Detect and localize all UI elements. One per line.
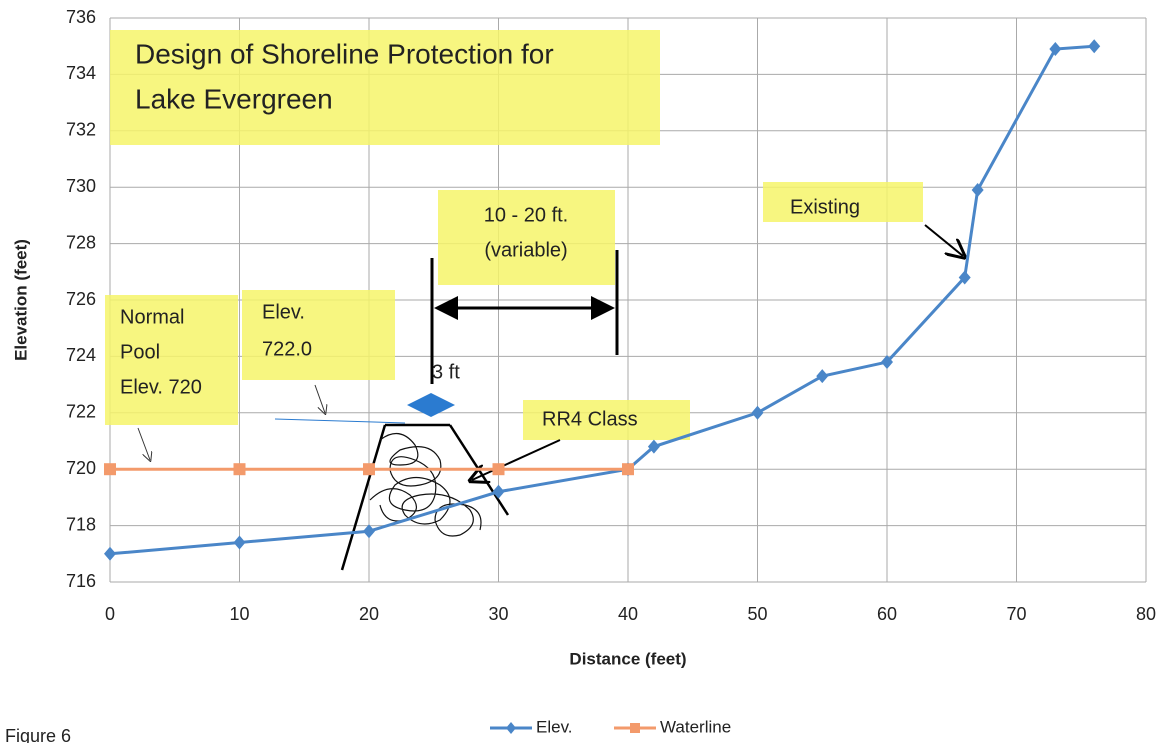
marker xyxy=(1088,39,1101,54)
annotation-box xyxy=(110,30,660,145)
legend-label: Waterline xyxy=(660,717,731,736)
annotation-box xyxy=(438,190,615,285)
y-tick-label: 734 xyxy=(66,63,96,83)
y-tick-label: 722 xyxy=(66,402,96,422)
marker xyxy=(233,535,246,550)
annotation-box xyxy=(242,290,395,380)
annotation: 722.0 xyxy=(262,338,312,360)
marker xyxy=(971,183,984,198)
marker xyxy=(1049,42,1062,57)
y-tick-label: 732 xyxy=(66,120,96,140)
x-axis-title: Distance (feet) xyxy=(569,649,686,668)
annotation: Pool xyxy=(120,341,160,363)
annotation: (variable) xyxy=(484,239,567,261)
annotation: Design of Shoreline Protection for xyxy=(135,38,554,69)
annotation-boxes xyxy=(105,30,923,440)
y-tick-label: 728 xyxy=(66,232,96,252)
marker xyxy=(492,484,505,499)
x-tick-label: 80 xyxy=(1136,604,1156,624)
marker xyxy=(363,524,375,539)
x-tick-label: 30 xyxy=(488,604,508,624)
legend-label: Elev. xyxy=(536,717,573,736)
y-tick-label: 724 xyxy=(66,345,96,365)
marker xyxy=(622,463,634,476)
x-tick-label: 0 xyxy=(105,604,115,624)
y-tick-label: 730 xyxy=(66,176,96,196)
marker xyxy=(233,463,246,476)
annotation-box xyxy=(763,182,923,222)
annotation: Elev. 720 xyxy=(120,376,202,398)
marker xyxy=(647,439,660,454)
caption: Figure 6 xyxy=(5,726,71,743)
annotation: Lake Evergreen xyxy=(135,83,333,114)
marker xyxy=(881,355,893,370)
x-tick-label: 10 xyxy=(229,604,249,624)
annotation: 10 - 20 ft. xyxy=(484,204,569,226)
legend-marker xyxy=(506,722,516,734)
x-tick-label: 50 xyxy=(747,604,767,624)
y-axis-title: Elevation (feet) xyxy=(11,239,30,361)
marker xyxy=(958,270,971,285)
annotation: Existing xyxy=(790,196,860,218)
y-tick-label: 736 xyxy=(66,7,96,27)
x-tick-label: 20 xyxy=(359,604,379,624)
annotation-box xyxy=(105,295,238,425)
x-tick-label: 60 xyxy=(877,604,897,624)
y-tick-label: 720 xyxy=(66,458,96,478)
annotation: Elev. xyxy=(262,301,305,323)
y-tick-label: 726 xyxy=(66,289,96,309)
marker xyxy=(492,463,505,476)
drawing xyxy=(137,224,963,571)
legend-marker xyxy=(630,723,640,733)
y-tick-label: 716 xyxy=(66,571,96,591)
annotation: Normal xyxy=(120,306,184,328)
x-tick-label: 70 xyxy=(1006,604,1026,624)
annotation-box xyxy=(523,400,690,440)
marker xyxy=(363,463,375,476)
annotation: 3 ft xyxy=(432,361,460,383)
x-tick-label: 40 xyxy=(618,604,638,624)
marker xyxy=(816,369,829,384)
marker xyxy=(751,405,764,420)
marker xyxy=(104,546,116,561)
marker xyxy=(104,463,116,476)
y-tick-label: 718 xyxy=(66,514,96,534)
annotation: RR4 Class xyxy=(542,408,638,430)
